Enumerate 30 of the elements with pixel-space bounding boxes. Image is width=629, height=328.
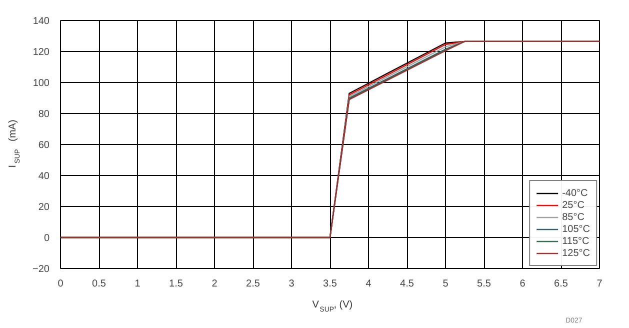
x-tick-label: 4.5 [400,278,414,290]
x-tick-label: 2.5 [246,278,260,290]
x-tick-label: 3 [288,278,295,290]
x-tick-label: 7 [596,278,603,290]
x-tick-label: 0 [58,278,64,290]
x-tick-label: 0.5 [92,278,106,290]
x-tick-label: 1 [134,278,141,290]
legend-label: 105°C [562,223,590,235]
y-tick-label: 80 [38,109,50,120]
x-tick-label: 2 [212,278,218,290]
legend-label: 115°C [562,235,590,247]
x-tick-label: 5.5 [477,278,492,290]
x-tick-label: 6 [520,278,526,290]
x-tick-label: 5 [442,278,449,290]
legend-label: 25°C [562,199,584,211]
x-tick-label: 1.5 [169,278,184,290]
legend-label: 85°C [562,211,584,223]
x-tick-label: 6.5 [554,278,568,290]
y-tick-label: 60 [38,140,50,151]
x-tick-label: 3.5 [323,278,338,290]
y-tick-label: 0 [44,233,50,244]
y-tick-label: 20 [38,202,50,213]
y-tick-label: 40 [38,171,50,182]
y-tick-label: −20 [32,264,50,275]
y-tick-label: 140 [32,16,50,27]
y-tick-label: 120 [32,47,50,58]
legend-label: -40°C [562,187,588,199]
x-tick-label: 4 [366,278,372,290]
legend-label: 125°C [562,247,590,259]
y-tick-label: 100 [32,78,50,89]
